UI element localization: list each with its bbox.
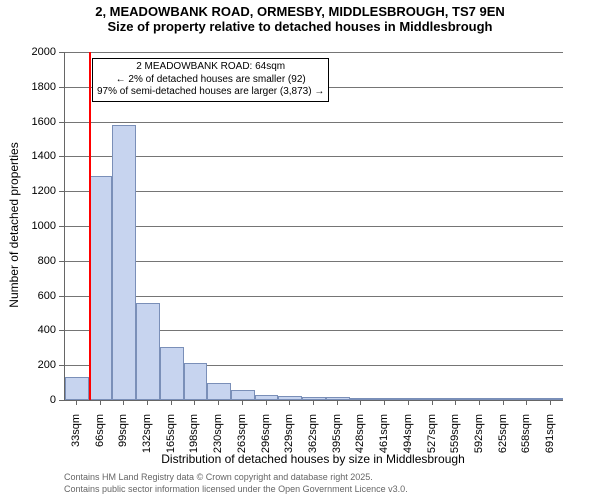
x-tick-mark [384,400,385,405]
y-axis-label: Number of detached properties [7,125,21,325]
y-tick-label: 800 [24,255,56,267]
y-tick-label: 1400 [24,150,56,162]
footer-copyright-1: Contains HM Land Registry data © Crown c… [64,472,373,482]
y-tick-mark [59,330,64,331]
property-marker-line [89,52,91,400]
histogram-bar [89,176,113,400]
x-tick-label: 66sqm [94,414,106,454]
gridline [65,52,563,53]
x-tick-label: 296sqm [260,414,272,454]
y-tick-label: 1000 [24,220,56,232]
y-tick-mark [59,52,64,53]
annotation-line: ← 2% of detached houses are smaller (92) [97,74,324,87]
footer-copyright-2: Contains public sector information licen… [64,484,408,494]
y-tick-mark [59,261,64,262]
y-tick-mark [59,226,64,227]
x-tick-mark [432,400,433,405]
x-tick-mark [360,400,361,405]
x-tick-mark [266,400,267,405]
x-tick-label: 230sqm [212,414,224,454]
title-subtitle: Size of property relative to detached ho… [0,19,600,34]
y-tick-mark [59,365,64,366]
x-tick-label: 165sqm [165,414,177,454]
y-tick-label: 400 [24,324,56,336]
gridline [65,400,563,401]
x-tick-label: 362sqm [307,414,319,454]
y-tick-label: 1800 [24,81,56,93]
gridline [65,191,563,192]
y-tick-label: 1200 [24,185,56,197]
histogram-bar [160,347,184,400]
gridline [65,122,563,123]
x-tick-mark [242,400,243,405]
x-axis-label: Distribution of detached houses by size … [64,452,562,466]
histogram-bar [397,398,421,400]
annotation-box: 2 MEADOWBANK ROAD: 64sqm← 2% of detached… [92,58,329,102]
y-tick-label: 600 [24,290,56,302]
chart-plot-area [64,52,563,401]
x-tick-label: 592sqm [473,414,485,454]
annotation-line: 97% of semi-detached houses are larger (… [97,86,324,99]
histogram-bar [136,303,160,400]
x-tick-mark [171,400,172,405]
x-tick-label: 625sqm [497,414,509,454]
histogram-bar [65,377,89,400]
y-tick-mark [59,122,64,123]
x-tick-mark [100,400,101,405]
x-tick-label: 461sqm [378,414,390,454]
x-tick-label: 395sqm [331,414,343,454]
x-tick-mark [455,400,456,405]
x-tick-mark [503,400,504,405]
y-tick-label: 2000 [24,46,56,58]
x-tick-mark [313,400,314,405]
x-tick-label: 527sqm [426,414,438,454]
x-tick-label: 329sqm [283,414,295,454]
x-tick-label: 263sqm [236,414,248,454]
gridline [65,296,563,297]
x-tick-mark [289,400,290,405]
x-tick-mark [76,400,77,405]
x-tick-label: 33sqm [70,414,82,454]
y-tick-mark [59,87,64,88]
y-tick-label: 0 [24,394,56,406]
x-tick-label: 559sqm [449,414,461,454]
x-tick-label: 198sqm [188,414,200,454]
x-tick-mark [123,400,124,405]
y-tick-mark [59,191,64,192]
y-tick-mark [59,156,64,157]
x-tick-mark [408,400,409,405]
x-tick-mark [194,400,195,405]
x-tick-mark [218,400,219,405]
gridline [65,261,563,262]
x-tick-mark [526,400,527,405]
annotation-line: 2 MEADOWBANK ROAD: 64sqm [97,61,324,74]
x-tick-label: 99sqm [117,414,129,454]
gridline [65,226,563,227]
title-address: 2, MEADOWBANK ROAD, ORMESBY, MIDDLESBROU… [0,4,600,19]
y-tick-label: 1600 [24,116,56,128]
histogram-bar [231,390,255,400]
x-tick-mark [337,400,338,405]
y-tick-mark [59,296,64,297]
x-tick-label: 132sqm [141,414,153,454]
x-tick-mark [147,400,148,405]
histogram-bar [207,383,231,400]
y-tick-label: 200 [24,359,56,371]
histogram-bar [184,363,208,400]
x-tick-label: 658sqm [520,414,532,454]
y-tick-mark [59,400,64,401]
gridline [65,156,563,157]
x-tick-mark [550,400,551,405]
x-tick-label: 691sqm [544,414,556,454]
x-tick-mark [479,400,480,405]
histogram-bar [112,125,136,400]
x-tick-label: 494sqm [402,414,414,454]
x-tick-label: 428sqm [354,414,366,454]
